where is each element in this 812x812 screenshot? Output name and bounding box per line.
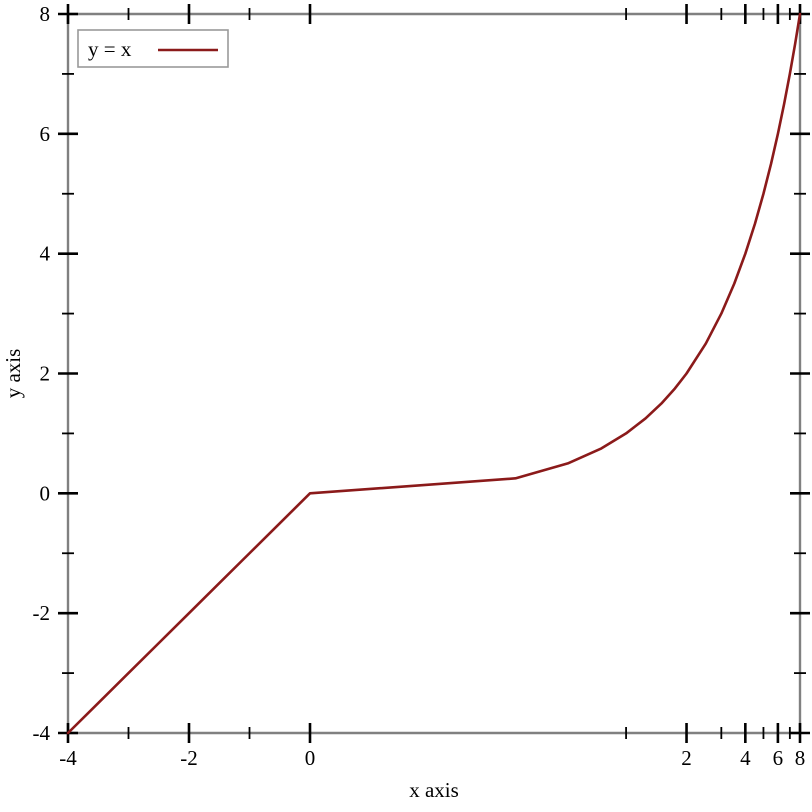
x-tick-label: -4 bbox=[59, 746, 77, 770]
x-tick-label: 8 bbox=[795, 746, 806, 770]
x-tick-label: 0 bbox=[305, 746, 316, 770]
legend-box[interactable] bbox=[77, 29, 229, 68]
y-tick-label: -2 bbox=[33, 601, 51, 625]
x-tick-label: 2 bbox=[681, 746, 692, 770]
x-tick-label: 6 bbox=[773, 746, 784, 770]
y-tick-label: 0 bbox=[40, 481, 51, 505]
chart-legend[interactable]: y = x bbox=[77, 29, 229, 68]
y-tick-label: 4 bbox=[40, 242, 51, 266]
y-axis-title: y axis bbox=[1, 349, 25, 399]
y-tick-label: -4 bbox=[33, 721, 51, 745]
y-tick-label: 2 bbox=[40, 362, 51, 386]
x-tick-label: -2 bbox=[180, 746, 198, 770]
y-tick-label: 8 bbox=[40, 2, 51, 26]
axis-titles: x axis y axis bbox=[1, 349, 459, 802]
legend-entry-label: y = x bbox=[88, 37, 132, 61]
series-line bbox=[66, 12, 802, 735]
x-axis-title: x axis bbox=[409, 778, 459, 802]
data-series-layer bbox=[66, 12, 802, 735]
y-tick-label: 6 bbox=[40, 122, 51, 146]
x-tick-label: 4 bbox=[740, 746, 751, 770]
